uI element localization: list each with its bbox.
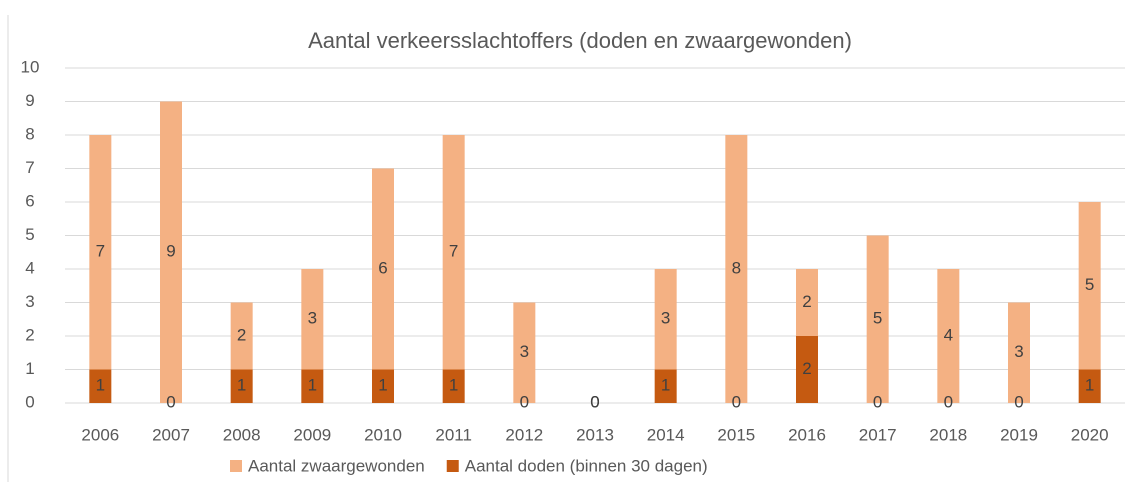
bar-segment [89,135,112,370]
data-label: 4 [944,325,953,344]
bar-segment [513,302,536,403]
y-tick-label: 5 [25,225,34,244]
data-label: 3 [520,342,529,361]
data-label: 1 [449,376,458,395]
y-tick-label: 1 [25,359,34,378]
data-label: 1 [661,376,670,395]
bar-segment [796,269,818,336]
y-tick-label: 2 [25,325,34,344]
data-label: 9 [166,242,175,261]
bar-segment [442,135,465,370]
x-tick-label: 2017 [859,425,897,444]
data-label: 2 [237,325,246,344]
data-label: 1 [1085,376,1094,395]
data-label: 0 [166,392,175,411]
bar-segment [301,369,324,403]
y-tick-label: 0 [25,392,34,411]
data-label: 2 [802,359,811,378]
data-label: 3 [308,309,317,328]
data-label: 8 [732,258,741,277]
x-tick-label: 2019 [1000,425,1038,444]
bar-segment [866,235,889,403]
bar-segment [654,369,677,403]
data-label: 1 [378,376,387,395]
y-tick-label: 4 [25,258,34,277]
data-label: 7 [96,242,105,261]
x-tick-label: 2006 [81,425,119,444]
bar-segment [230,302,253,370]
data-label: 5 [1085,275,1094,294]
bar-segment [796,336,818,403]
x-tick-label: 2008 [223,425,261,444]
bar-segment [1078,202,1101,370]
y-tick-label: 10 [21,57,40,76]
y-tick-label: 8 [25,124,34,143]
data-label: 0 [520,392,529,411]
data-label: 0 [873,392,882,411]
y-tick-label: 6 [25,191,34,210]
bar-segment [89,369,112,403]
data-label: 0 [1014,392,1023,411]
y-tick-label: 7 [25,158,34,177]
bar-segment [1078,369,1101,403]
data-label: 3 [1014,342,1023,361]
x-tick-label: 2018 [929,425,967,444]
bar-segment [230,369,253,403]
bar-segment [725,135,748,403]
bar-segment [937,269,960,403]
bar-segment [442,369,465,403]
x-tick-label: 2014 [647,425,685,444]
data-label: 0 [732,392,741,411]
bar-segment [372,369,394,403]
data-label: 3 [661,309,670,328]
bar-segment [654,269,677,370]
data-label: 0 [590,392,599,411]
x-tick-label: 2020 [1071,425,1109,444]
legend-label: Aantal doden (binnen 30 dagen) [465,456,708,475]
legend-swatch [446,460,459,472]
legend-swatch [230,460,242,472]
bar-segment [372,168,394,370]
y-tick-label: 3 [25,292,34,311]
data-label: 1 [308,376,317,395]
x-tick-label: 2015 [717,425,755,444]
data-label: 6 [378,258,387,277]
x-tick-label: 2010 [364,425,402,444]
data-label: 0 [590,392,599,411]
data-label: 5 [873,309,882,328]
x-tick-label: 2012 [505,425,543,444]
bar-segment [301,269,324,370]
x-tick-label: 2009 [293,425,331,444]
data-label: 7 [449,242,458,261]
data-label: 2 [802,292,811,311]
data-label: 1 [237,376,246,395]
bar-segment [1008,302,1030,403]
x-tick-label: 2011 [435,425,472,444]
y-tick-label: 9 [25,91,34,110]
x-tick-label: 2007 [152,425,190,444]
chart-title: Aantal verkeersslachtoffers (doden en zw… [308,28,852,53]
x-tick-label: 2016 [788,425,826,444]
bar-segment [160,101,182,403]
x-tick-label: 2013 [576,425,614,444]
data-label: 0 [944,392,953,411]
legend-label: Aantal zwaargewonden [248,456,425,475]
data-label: 1 [96,376,105,395]
